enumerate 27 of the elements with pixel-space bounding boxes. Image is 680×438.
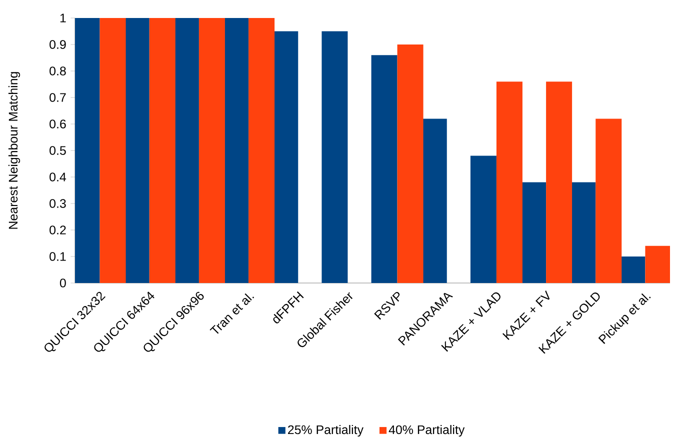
- bar: [322, 31, 348, 284]
- bar: [248, 18, 275, 284]
- bar: [397, 44, 424, 284]
- y-tick-label: 0.7: [50, 93, 66, 102]
- bar: [198, 18, 225, 284]
- bar: [645, 246, 670, 284]
- bar: [470, 156, 496, 284]
- bar: [100, 18, 126, 284]
- bar: [149, 18, 176, 284]
- y-axis-title: Nearest Neighbour Matching: [8, 72, 20, 229]
- legend-label: 25% Partiality: [288, 424, 364, 437]
- x-tick-label: Tran et al.: [210, 293, 254, 334]
- bar: [596, 118, 622, 284]
- y-tick-label: 0.1: [50, 252, 66, 261]
- y-tick-label: 0.4: [50, 172, 66, 182]
- bar: [371, 55, 398, 284]
- y-tick-label: 0.3: [50, 199, 66, 208]
- legend-label: 40% Partiality: [388, 424, 465, 437]
- y-tick-label: 0.8: [50, 66, 66, 76]
- y-tick-label: 0.2: [50, 226, 66, 234]
- y-tick-label: 0.6: [50, 120, 66, 128]
- y-tick-label: 0: [60, 278, 66, 288]
- bar: [546, 82, 572, 284]
- y-tick-label: 0.9: [50, 40, 66, 49]
- y-tick-label: 0.5: [50, 146, 66, 155]
- bar: [496, 82, 522, 284]
- y-tick-label: 1: [60, 14, 66, 22]
